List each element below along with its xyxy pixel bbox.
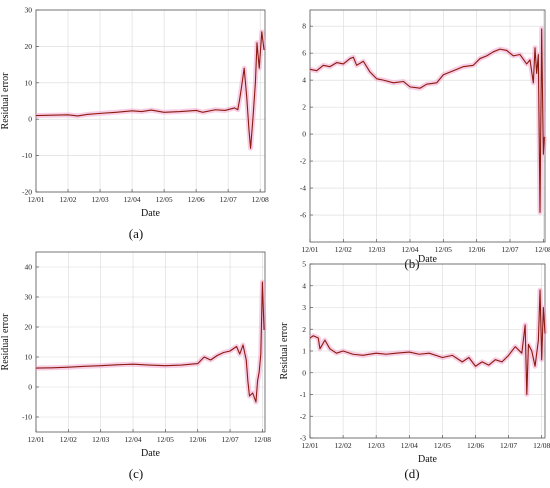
x-tick-label: 12/06 [467,441,484,450]
panel-a: -20 -10 0 10 20 30 12/01 12/02 12/03 12/04 12/05 12… [0,6,269,242]
y-tick-label: 20 [25,323,33,332]
plot-frame [35,9,266,193]
panel-label: (d) [404,466,419,481]
x-tick-label: 12/06 [189,435,206,444]
x-tick-label: 12/04 [124,195,141,204]
x-tick-label: 12/04 [401,441,418,450]
x-tick-label: 12/08 [252,195,269,204]
y-tick-label: 10 [25,353,33,362]
y-tick-label: -2 [300,412,306,421]
x-tick-label: 12/07 [501,245,518,254]
x-tick-label: 12/08 [254,435,271,444]
panel-b: -6 -4 -2 0 2 4 6 8 12/01 12/02 12/03 12/04 12/05 12/0… [300,9,550,271]
x-tick-label: 12/07 [220,195,237,204]
y-tick-label: 0 [28,115,32,124]
y-tick-label: 3 [302,303,306,312]
series-line [309,28,545,213]
y-tick-label: 6 [302,49,306,58]
x-tick-label: 12/04 [124,435,141,444]
x-tick-label: 12/02 [335,245,352,254]
x-tick-label: 12/07 [500,441,517,450]
x-tick-label: 12/03 [92,195,109,204]
x-tick-label: 12/02 [335,441,352,450]
y-tick-label: -20 [22,188,32,197]
x-tick-label: 12/03 [92,435,109,444]
y-tick-label: 30 [25,6,33,15]
y-tick-label: 10 [25,78,33,87]
panel-c: -10 0 10 20 30 40 12/01 12/02 12/03 12/04 12/05 12/… [0,251,271,481]
y-axis-label: Residual error [0,72,11,130]
plot-frame [35,251,266,433]
series-line [35,281,265,403]
series-line [309,289,546,396]
series-band [309,26,547,215]
y-tick-label: 4 [302,76,306,85]
x-tick-label: 12/03 [368,441,385,450]
y-tick-label: -1 [300,390,306,399]
x-tick-label: 12/03 [368,245,385,254]
x-axis-label: Date [418,454,437,465]
x-tick-label: 12/01 [301,441,318,450]
y-tick-label: -2 [300,157,306,166]
y-tick-label: -4 [300,184,306,193]
y-tick-label: 1 [302,347,306,356]
x-tick-label: 12/04 [401,245,418,254]
x-tick-label: 12/05 [157,435,174,444]
y-tick-label: 20 [25,42,33,51]
panel-label: (b) [404,256,419,271]
y-tick-label: 0 [28,383,32,392]
y-tick-label: 5 [302,260,306,269]
x-tick-label: 12/06 [188,195,205,204]
panel-label: (a) [129,226,143,241]
panel-label: (c) [129,466,143,481]
y-tick-label: -10 [22,413,32,422]
x-axis-label: Date [418,254,437,265]
x-tick-label: 12/02 [59,195,76,204]
x-tick-label: 12/06 [468,245,485,254]
x-tick-label: 12/07 [222,435,239,444]
y-tick-label: 2 [302,325,306,334]
x-tick-label: 12/05 [434,441,451,450]
x-tick-label: 12/05 [156,195,173,204]
x-tick-label: 12/08 [535,245,550,254]
y-tick-label: 0 [302,130,306,139]
y-tick-label: 40 [25,263,33,272]
y-tick-label: 0 [302,368,306,377]
y-tick-label: 30 [25,293,33,302]
panel-d: -3 -2 -1 0 1 2 3 4 5 12/01 12/02 12/03 12/04 12/05 12/… [279,260,550,482]
x-tick-label: 12/01 [27,435,44,444]
x-axis-label: Date [141,208,160,219]
y-axis-label: Residual error [0,313,11,371]
x-tick-label: 12/02 [60,435,77,444]
series-line [35,31,265,149]
x-tick-label: 12/05 [435,245,452,254]
y-tick-label: -6 [300,211,306,220]
y-axis-label: Residual error [279,322,290,380]
series-band [308,287,548,397]
y-tick-label: 8 [302,22,306,31]
y-tick-label: 2 [302,103,306,112]
y-tick-label: -3 [300,434,306,443]
x-tick-label: 12/08 [533,441,550,450]
x-tick-label: 12/01 [27,195,44,204]
y-tick-label: 4 [302,281,306,290]
x-tick-label: 12/01 [301,245,318,254]
series-band [35,29,267,151]
x-axis-label: Date [141,448,160,459]
y-tick-label: -10 [22,151,32,160]
